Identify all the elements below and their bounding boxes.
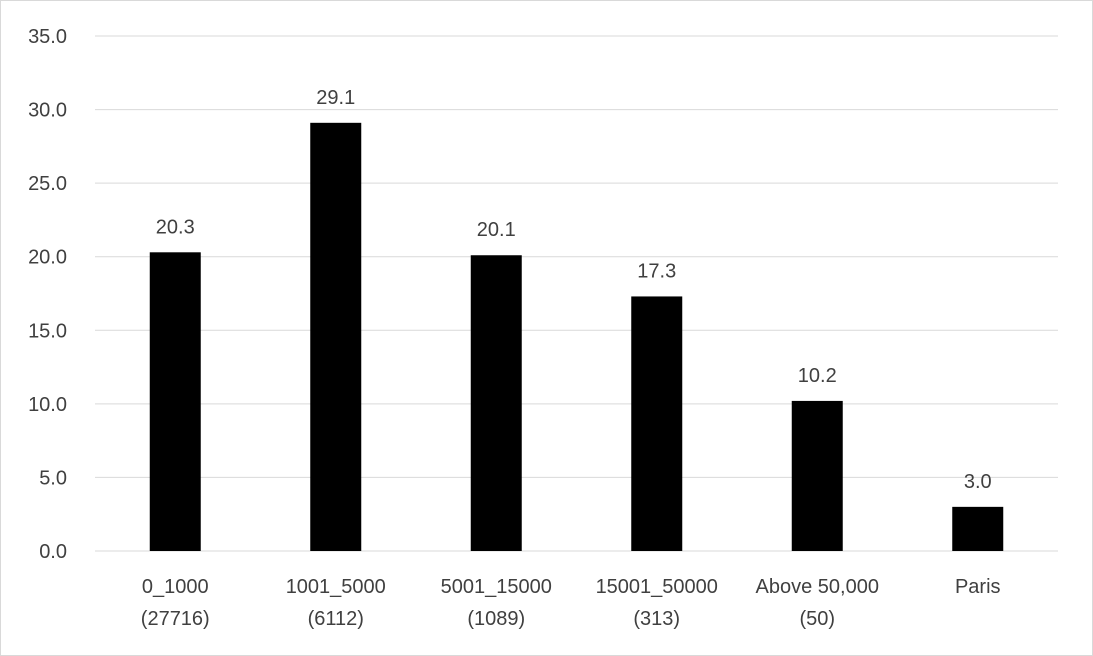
bar xyxy=(791,400,843,551)
category-label: 5001_15000 xyxy=(441,576,552,598)
x-axis-category-labels: 0_1000 (27716) 1001_5000 (6112) 5001_15000 (1… xyxy=(141,576,1001,630)
data-label: 17.3 xyxy=(637,260,676,282)
gridlines xyxy=(95,35,1058,552)
data-label: 20.1 xyxy=(477,219,516,241)
category-label: (27716) xyxy=(141,608,210,630)
data-label: 29.1 xyxy=(316,87,355,109)
bar xyxy=(149,252,201,552)
data-label: 20.3 xyxy=(156,216,195,238)
category-label: 1001_5000 xyxy=(286,576,386,598)
y-axis-tick-labels: 0.0 5.0 10.0 15.0 20.0 25.0 30.0 35.0 xyxy=(28,26,67,563)
y-tick-label: 15.0 xyxy=(28,320,67,342)
bar xyxy=(310,122,362,552)
bar xyxy=(631,296,683,551)
y-tick-label: 25.0 xyxy=(28,173,67,195)
y-tick-label: 20.0 xyxy=(28,247,67,269)
category-label: Above 50,000 xyxy=(756,576,879,598)
y-tick-label: 5.0 xyxy=(39,467,67,489)
data-label: 3.0 xyxy=(964,471,992,493)
y-tick-label: 30.0 xyxy=(28,100,67,122)
y-tick-label: 10.0 xyxy=(28,394,67,416)
category-label: (1089) xyxy=(467,608,525,630)
category-label: (50) xyxy=(799,608,835,630)
category-label: (313) xyxy=(633,608,680,630)
bars xyxy=(149,122,1004,552)
category-label: 0_1000 xyxy=(142,576,209,598)
y-tick-label: 35.0 xyxy=(28,26,67,48)
y-tick-label: 0.0 xyxy=(39,541,67,563)
bar xyxy=(952,506,1004,551)
category-label: 15001_50000 xyxy=(596,576,718,598)
category-label: Paris xyxy=(955,576,1001,598)
category-label: (6112) xyxy=(308,608,364,630)
data-labels: 20.3 29.1 20.1 17.3 10.2 3.0 xyxy=(156,87,992,493)
bar xyxy=(470,255,522,551)
data-label: 10.2 xyxy=(798,365,837,387)
